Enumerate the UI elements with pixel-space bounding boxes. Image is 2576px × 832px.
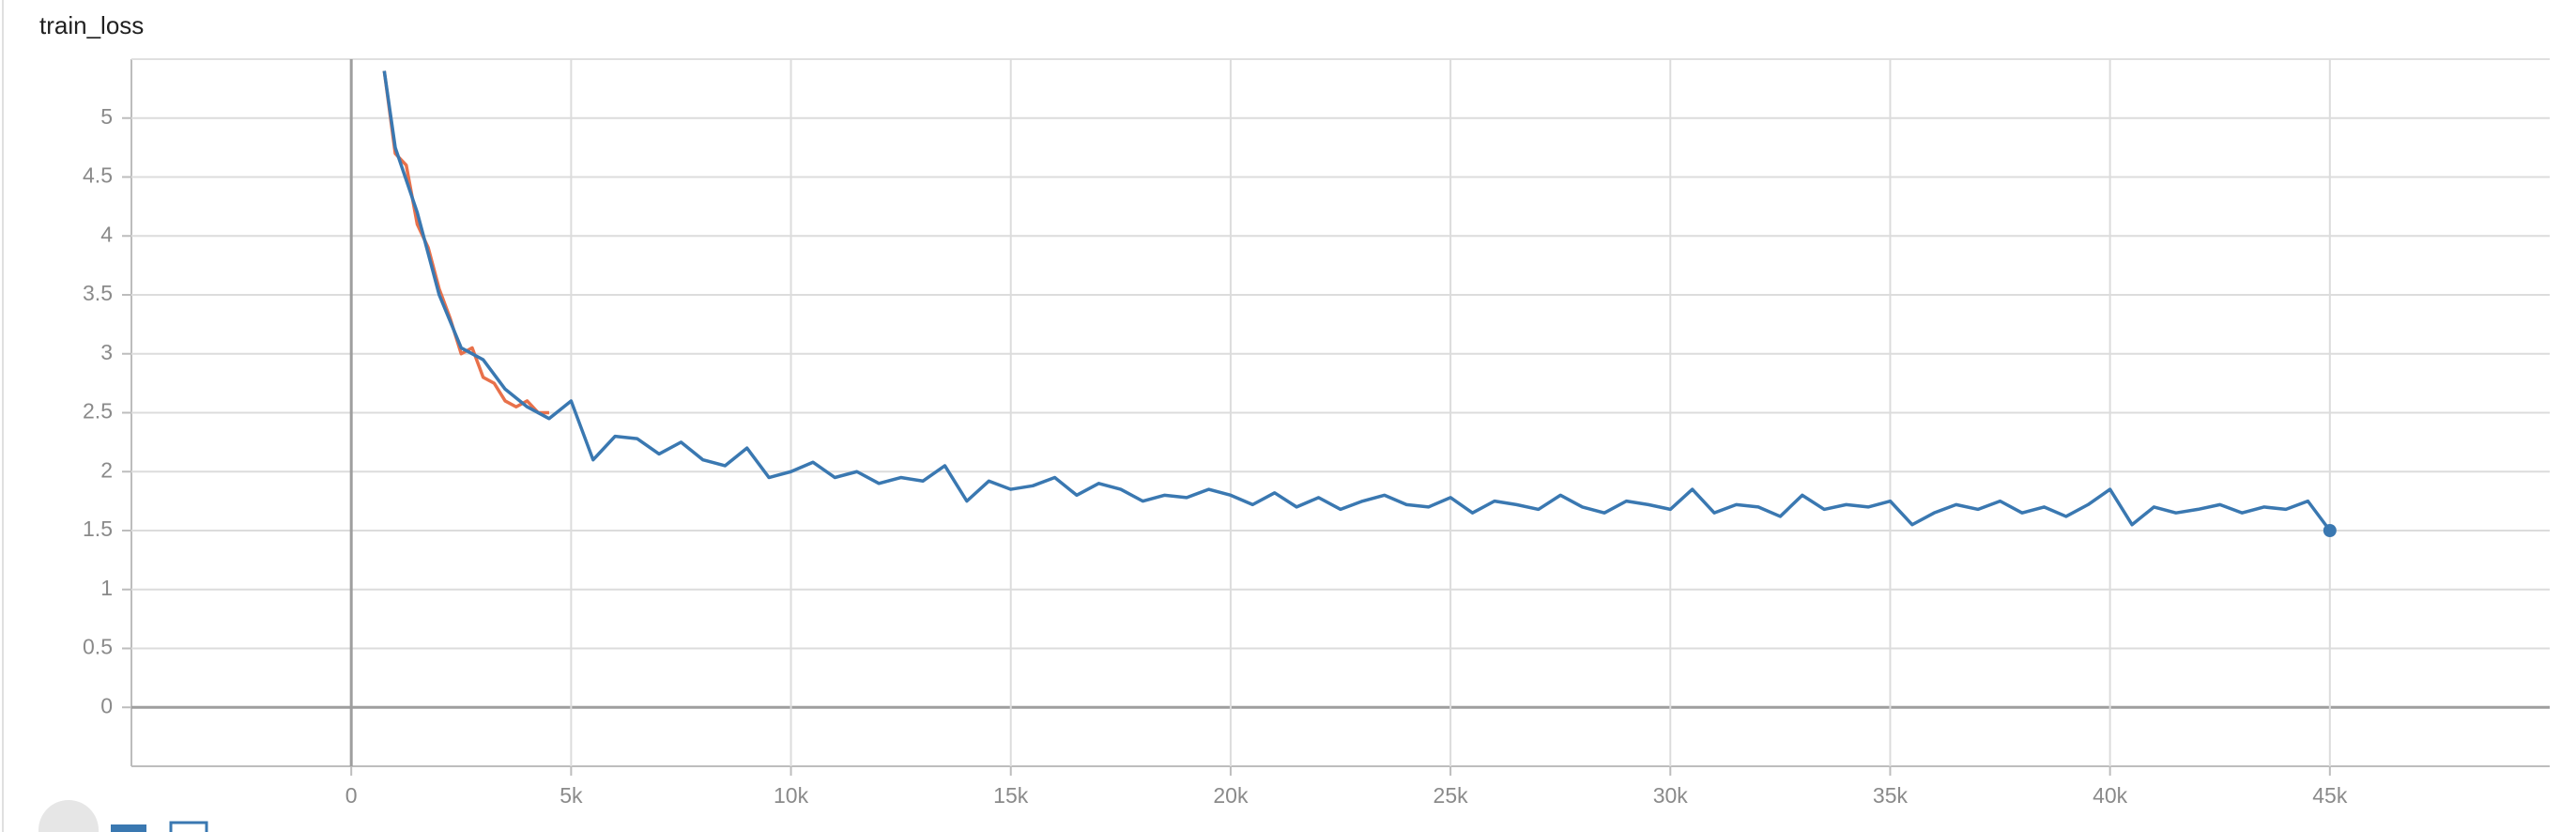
toolbar-button[interactable] xyxy=(169,821,208,832)
x-tick-label: 40k xyxy=(2093,783,2128,808)
series-line xyxy=(382,70,549,415)
x-tick-label: 45k xyxy=(2312,783,2348,808)
x-tick-label: 25k xyxy=(1434,783,1469,808)
y-tick-label: 1.5 xyxy=(83,516,113,541)
y-tick-label: 3 xyxy=(100,340,113,364)
plot-area xyxy=(382,70,2337,537)
y-tick-label: 4 xyxy=(100,222,113,246)
y-tick-label: 2.5 xyxy=(83,399,113,424)
x-tick-label: 5k xyxy=(560,783,583,808)
y-tick-label: 4.5 xyxy=(83,163,113,188)
x-tick-label: 20k xyxy=(1213,783,1249,808)
chart-title: train_loss xyxy=(39,11,144,39)
x-tick-label: 10k xyxy=(774,783,809,808)
toolbar-button[interactable] xyxy=(111,824,146,832)
toolbar-button[interactable] xyxy=(38,800,99,832)
x-tick-label: 15k xyxy=(993,783,1029,808)
y-tick-label: 2 xyxy=(100,457,113,482)
x-tick-label: 30k xyxy=(1653,783,1689,808)
y-tick-label: 3.5 xyxy=(83,281,113,305)
y-tick-label: 0 xyxy=(100,693,113,717)
y-tick-label: 1 xyxy=(100,576,113,600)
y-tick-label: 0.5 xyxy=(83,635,113,659)
end-dot xyxy=(2323,524,2337,537)
x-tick-label: 35k xyxy=(1873,783,1909,808)
x-tick-label: 0 xyxy=(345,783,358,808)
grid: 0 0.5 1 1.5 2 2.5 3 3.5 4 4.5 5 0 5k 10k 15k 20k 25k 30k 3… xyxy=(83,58,2550,808)
series-line xyxy=(382,70,2332,532)
y-tick-label: 5 xyxy=(100,104,113,129)
